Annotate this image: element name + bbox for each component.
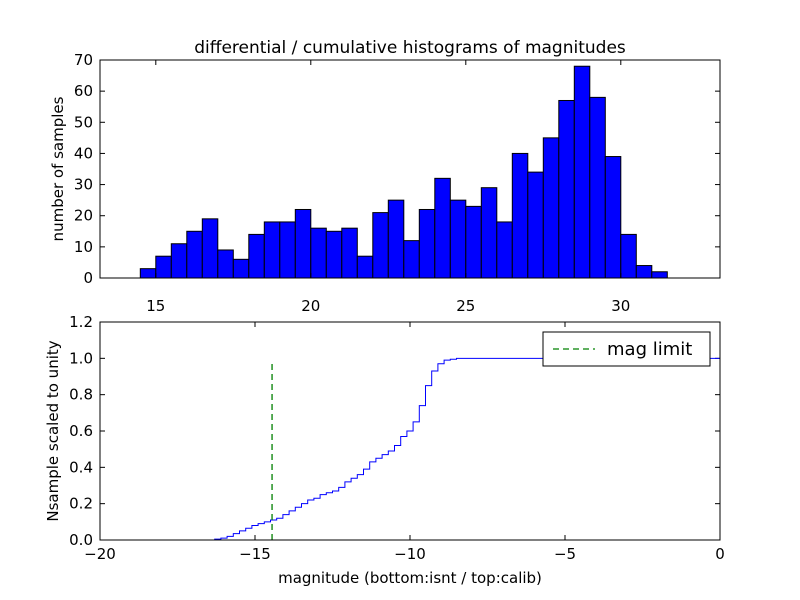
histogram-bar (496, 221, 513, 279)
cumulative-y-tick-label: 0.2 (69, 495, 93, 513)
cumulative-y-tick-label: 0.6 (69, 422, 93, 440)
cumulative-y-tick-label: 0.8 (69, 386, 93, 404)
histogram-x-tick-label: 30 (611, 297, 630, 315)
histogram-title: differential / cumulative histograms of … (194, 38, 626, 58)
histogram-bar (186, 230, 203, 279)
histogram-bar (217, 249, 234, 279)
histogram-y-tick-label: 70 (74, 51, 93, 69)
histogram-bar (620, 233, 637, 279)
cumulative-y-tick-label: 0.0 (69, 531, 93, 549)
histogram-x-tick-label: 25 (456, 297, 475, 315)
histogram-bar (651, 271, 668, 279)
histogram-bar (542, 137, 560, 279)
legend: mag limit (542, 331, 711, 367)
histogram-bar (434, 177, 451, 279)
histogram-bar (325, 230, 343, 279)
cumulative-ticks: −20 −15 −10 −5 0 0.0 0.2 0.4 0.6 0.8 1.0 1.2 (69, 313, 725, 563)
cumulative-x-tick-label: −15 (239, 545, 271, 563)
histogram-bar (279, 221, 296, 279)
histogram-bar (449, 199, 467, 279)
histogram-y-tick-label: 30 (74, 176, 93, 194)
histogram-bar (465, 205, 482, 279)
histogram-bar (604, 156, 622, 279)
histogram-bar (480, 187, 498, 279)
histogram-bars (139, 65, 668, 279)
cumulative-panel: magnitude (bottom:isnt / top:calib) Nsam… (44, 313, 725, 587)
cumulative-y-axis-label: Nsample scaled to unity (44, 340, 62, 521)
histogram-bar (573, 65, 591, 279)
histogram-axes-frame (99, 59, 721, 279)
histogram-bar (527, 171, 544, 279)
histogram-x-tick-label: 15 (146, 297, 165, 315)
histogram-x-tick-label: 20 (301, 297, 320, 315)
histogram-bar (418, 208, 436, 279)
legend-box (542, 331, 711, 367)
histogram-bar (294, 208, 312, 279)
histogram-bar (558, 99, 575, 279)
cumulative-series-line (100, 357, 721, 541)
histogram-panel: differential / cumulative histograms of … (49, 38, 721, 315)
histogram-bar (310, 227, 327, 279)
histogram-bar (635, 265, 653, 279)
histogram-bar (387, 199, 405, 279)
cumulative-x-tick-label: −5 (554, 545, 576, 563)
histogram-y-tick-label: 0 (83, 269, 93, 287)
histogram-bar (341, 227, 358, 279)
histogram-y-tick-label: 60 (74, 82, 93, 100)
histogram-bar (263, 221, 281, 279)
histogram-y-tick-label: 50 (74, 113, 93, 131)
cumulative-x-axis-label: magnitude (bottom:isnt / top:calib) (278, 569, 542, 587)
cumulative-x-tick-label: −20 (84, 545, 116, 563)
cumulative-y-tick-label: 1.2 (69, 313, 93, 331)
histogram-bar (511, 152, 529, 279)
legend-label-mag-limit: mag limit (607, 339, 692, 360)
histogram-bar (372, 212, 389, 279)
histogram-y-tick-label: 10 (74, 238, 93, 256)
cumulative-x-tick-label: −10 (394, 545, 426, 563)
histogram-bar (403, 240, 420, 279)
histogram-bar (232, 258, 250, 279)
histogram-bar (248, 233, 265, 279)
histogram-y-tick-label: 40 (74, 144, 93, 162)
histogram-bar (589, 96, 606, 279)
histogram-bar (139, 268, 157, 279)
histogram-bar (356, 255, 374, 279)
histogram-bar (155, 255, 172, 279)
cumulative-y-tick-label: 0.4 (69, 458, 93, 476)
cumulative-y-tick-label: 1.0 (69, 349, 93, 367)
histogram-y-tick-label: 20 (74, 207, 93, 225)
histogram-bar (201, 218, 219, 279)
histogram-bar (170, 243, 188, 279)
histogram-y-axis-label: number of samples (49, 96, 67, 241)
cumulative-x-tick-label: 0 (715, 545, 725, 563)
cumulative-axes-frame (99, 321, 721, 541)
